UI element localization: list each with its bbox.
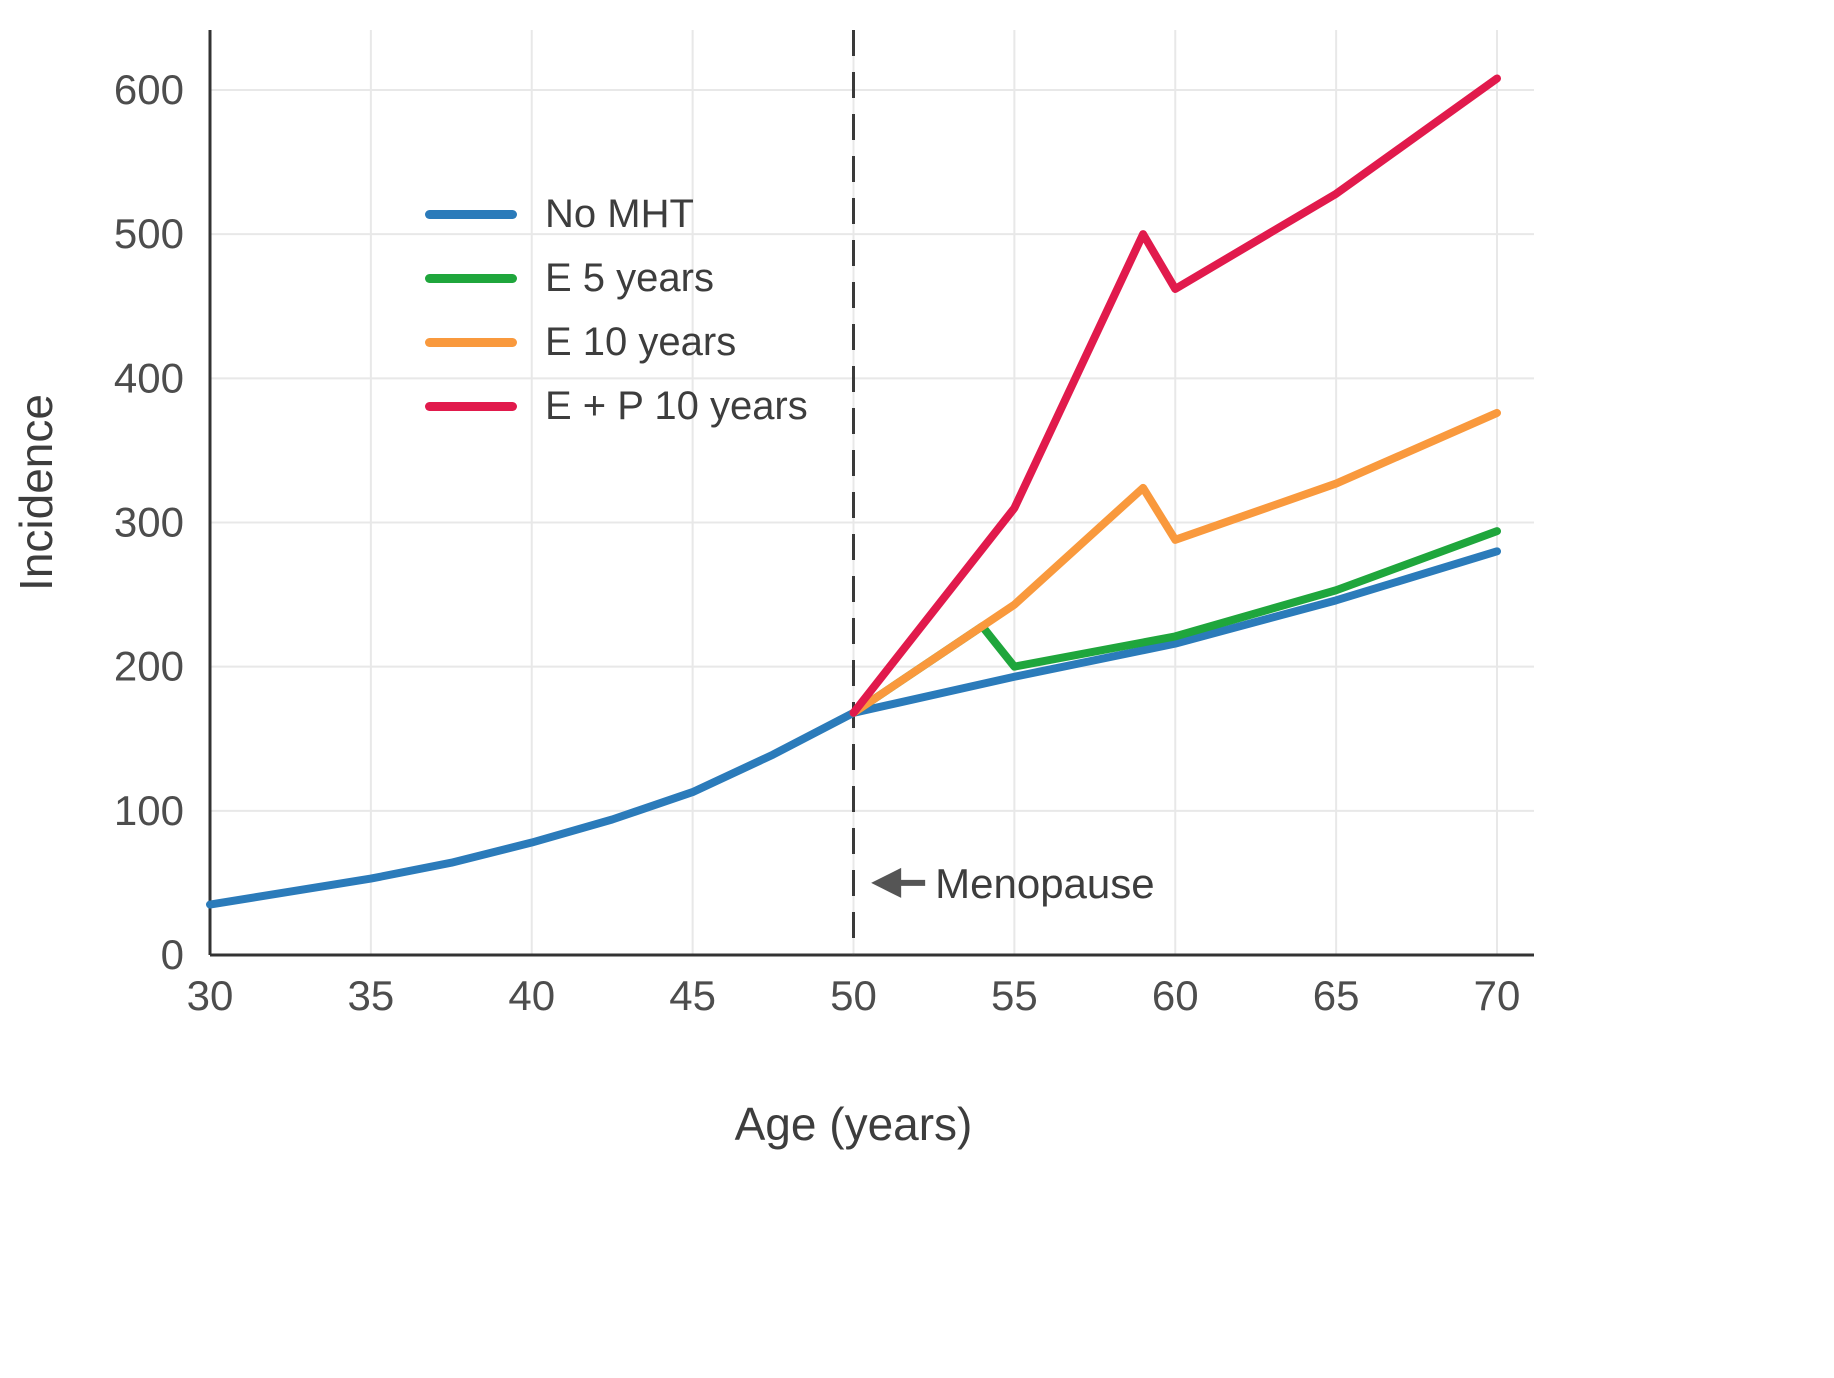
x-tick-label: 65	[1313, 972, 1360, 1019]
legend: No MHT E 5 years E 10 years E + P 10 yea…	[425, 182, 808, 438]
legend-swatch-e-5-years	[425, 273, 517, 283]
series-line-e-p-10-years	[849, 74, 1501, 717]
x-axis-title: Age (years)	[735, 1098, 973, 1150]
y-tick-label: 600	[114, 66, 184, 113]
legend-item-e-p-10-years: E + P 10 years	[425, 374, 808, 438]
x-tick-label: 70	[1474, 972, 1521, 1019]
legend-item-no-mht: No MHT	[425, 182, 808, 246]
x-tick-label: 35	[348, 972, 395, 1019]
legend-label-e-10-years: E 10 years	[545, 320, 737, 364]
x-tick-label: 55	[991, 972, 1038, 1019]
series-line-e-10-years	[849, 408, 1501, 717]
x-tick-label: 45	[669, 972, 716, 1019]
x-tick-label: 30	[187, 972, 234, 1019]
y-tick-label: 400	[114, 354, 184, 401]
legend-label-e-p-10-years: E + P 10 years	[545, 384, 808, 428]
y-tick-label: 100	[114, 787, 184, 834]
y-tick-label: 300	[114, 499, 184, 546]
menopause-annotation-label: Menopause	[935, 860, 1155, 907]
series-line-no-mht	[206, 547, 1501, 909]
x-tick-label: 60	[1152, 972, 1199, 1019]
legend-item-e-5-years: E 5 years	[425, 246, 808, 310]
y-tick-label: 500	[114, 210, 184, 257]
legend-swatch-e-10-years	[425, 337, 517, 347]
y-tick-label: 200	[114, 643, 184, 690]
legend-label-e-5-years: E 5 years	[545, 256, 714, 300]
y-tick-label: 0	[161, 931, 184, 978]
x-tick-label: 50	[830, 972, 877, 1019]
legend-label-no-mht: No MHT	[545, 192, 694, 236]
x-tick-label: 40	[508, 972, 555, 1019]
legend-swatch-no-mht	[425, 209, 517, 219]
legend-item-e-10-years: E 10 years	[425, 310, 808, 374]
menopause-arrow-head	[871, 867, 902, 898]
legend-swatch-e-p-10-years	[425, 401, 517, 411]
y-axis-title: Incidence	[10, 394, 62, 591]
